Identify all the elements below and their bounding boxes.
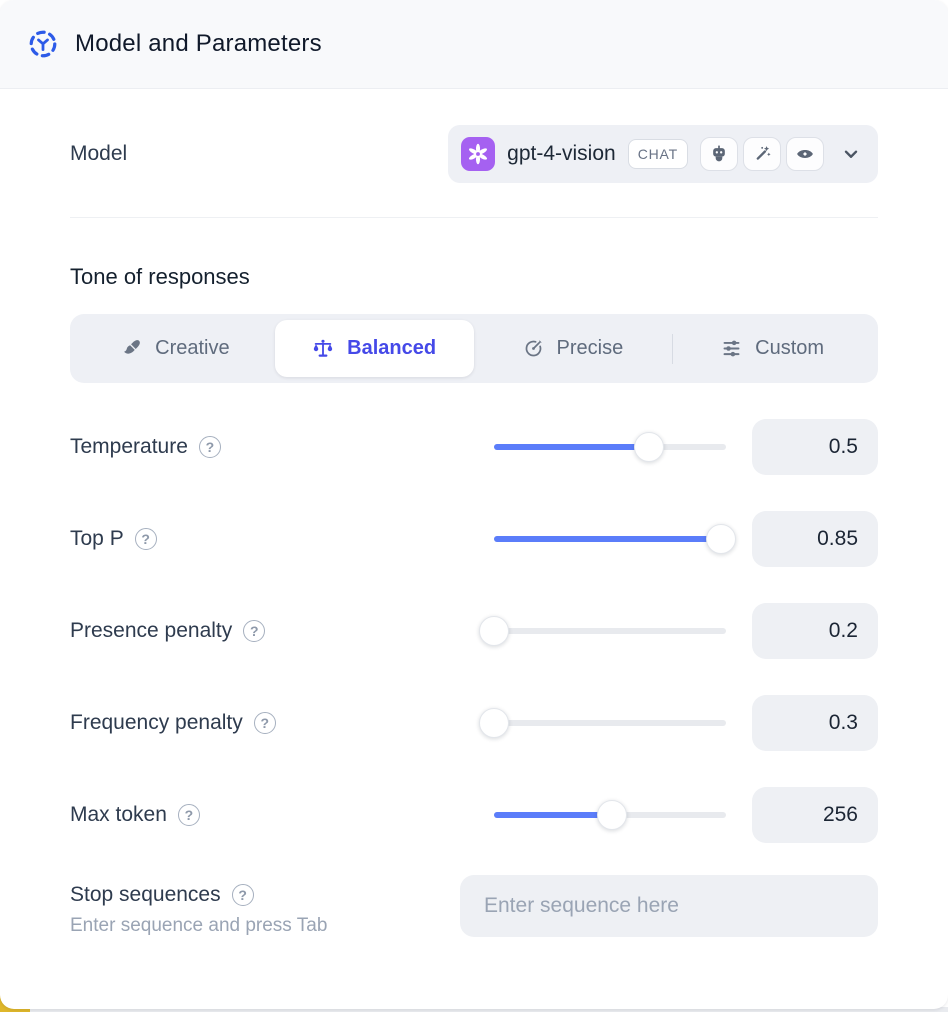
frequency-penalty-slider[interactable]	[479, 708, 726, 738]
stop-sequences-hint: Enter sequence and press Tab	[70, 915, 328, 936]
slider-fill	[494, 444, 650, 450]
param-label: Temperature	[70, 435, 188, 458]
selected-model-name: gpt-4-vision	[507, 142, 616, 165]
slider-fill	[494, 536, 722, 542]
tab-label: Balanced	[347, 337, 437, 359]
help-icon[interactable]: ?	[253, 712, 276, 734]
help-icon[interactable]: ?	[198, 436, 221, 458]
param-label: Presence penalty	[70, 619, 233, 642]
tab-creative[interactable]: Creative	[76, 320, 275, 377]
help-icon[interactable]: ?	[177, 804, 200, 826]
tab-label: Creative	[155, 337, 230, 359]
stop-sequences-labels: Stop sequences ? Enter sequence and pres…	[70, 875, 327, 937]
paintbrush-icon	[121, 338, 142, 359]
help-icon[interactable]: ?	[243, 620, 266, 642]
page-background-strip	[0, 1007, 948, 1012]
stop-sequences-row: Stop sequences ? Enter sequence and pres…	[70, 875, 878, 937]
tone-tabbar: Creative Balanced	[70, 314, 878, 383]
openai-logo-icon	[461, 137, 496, 171]
sliders-icon	[721, 338, 742, 359]
max-token-value[interactable]: 256	[752, 787, 878, 843]
target-icon	[523, 338, 544, 359]
model-capability-icons	[700, 137, 824, 171]
tab-precise[interactable]: Precise	[474, 320, 673, 377]
panel-content: Model gpt-4-vision CHAT	[0, 125, 948, 937]
vision-eye-icon	[786, 137, 824, 171]
param-row-frequency-penalty: Frequency penalty ? 0.3	[70, 695, 878, 751]
balance-scale-icon	[312, 338, 334, 360]
slider-handle[interactable]	[706, 524, 737, 554]
max-token-slider[interactable]	[494, 800, 726, 830]
model-type-badge: CHAT	[627, 139, 688, 169]
temperature-value[interactable]: 0.5	[752, 419, 878, 475]
tab-divider	[672, 333, 674, 364]
slider-track[interactable]	[494, 720, 726, 726]
section-divider	[70, 217, 878, 218]
help-icon[interactable]: ?	[231, 884, 254, 906]
model-hub-icon	[28, 29, 58, 59]
panel-title: Model and Parameters	[75, 30, 322, 57]
top-p-slider[interactable]	[494, 524, 737, 554]
stop-sequences-label: Stop sequences	[70, 883, 221, 906]
model-label: Model	[70, 142, 128, 165]
slider-fill	[494, 812, 613, 818]
param-label: Frequency penalty	[70, 711, 243, 734]
slider-handle[interactable]	[634, 432, 665, 462]
param-row-presence-penalty: Presence penalty ? 0.2	[70, 603, 878, 659]
param-row-max-token: Max token ? 256	[70, 787, 878, 843]
slider-handle[interactable]	[479, 708, 509, 738]
param-label: Max token	[70, 803, 167, 826]
panel-header: Model and Parameters	[0, 0, 948, 89]
model-row: Model gpt-4-vision CHAT	[70, 125, 878, 183]
tone-heading: Tone of responses	[70, 264, 250, 289]
top-p-value[interactable]: 0.85	[752, 511, 878, 567]
presence-penalty-slider[interactable]	[479, 616, 726, 646]
tab-balanced[interactable]: Balanced	[274, 320, 474, 377]
frequency-penalty-value[interactable]: 0.3	[752, 695, 878, 751]
slider-track[interactable]	[494, 628, 726, 634]
robot-icon	[700, 137, 738, 171]
tab-custom[interactable]: Custom	[673, 320, 872, 377]
slider-handle[interactable]	[479, 616, 509, 646]
magic-wand-icon	[743, 137, 781, 171]
param-row-temperature: Temperature ? 0.5	[70, 419, 878, 475]
param-label: Top P	[70, 527, 124, 550]
chevron-down-icon	[840, 143, 862, 165]
model-select[interactable]: gpt-4-vision CHAT	[448, 125, 878, 183]
param-row-top-p: Top P ? 0.85	[70, 511, 878, 567]
help-icon[interactable]: ?	[134, 528, 157, 550]
stop-sequence-input[interactable]	[460, 875, 878, 937]
presence-penalty-value[interactable]: 0.2	[752, 603, 878, 659]
temperature-slider[interactable]	[494, 432, 726, 462]
slider-handle[interactable]	[597, 800, 628, 830]
tab-label: Custom	[755, 337, 825, 359]
tab-label: Precise	[556, 337, 624, 359]
